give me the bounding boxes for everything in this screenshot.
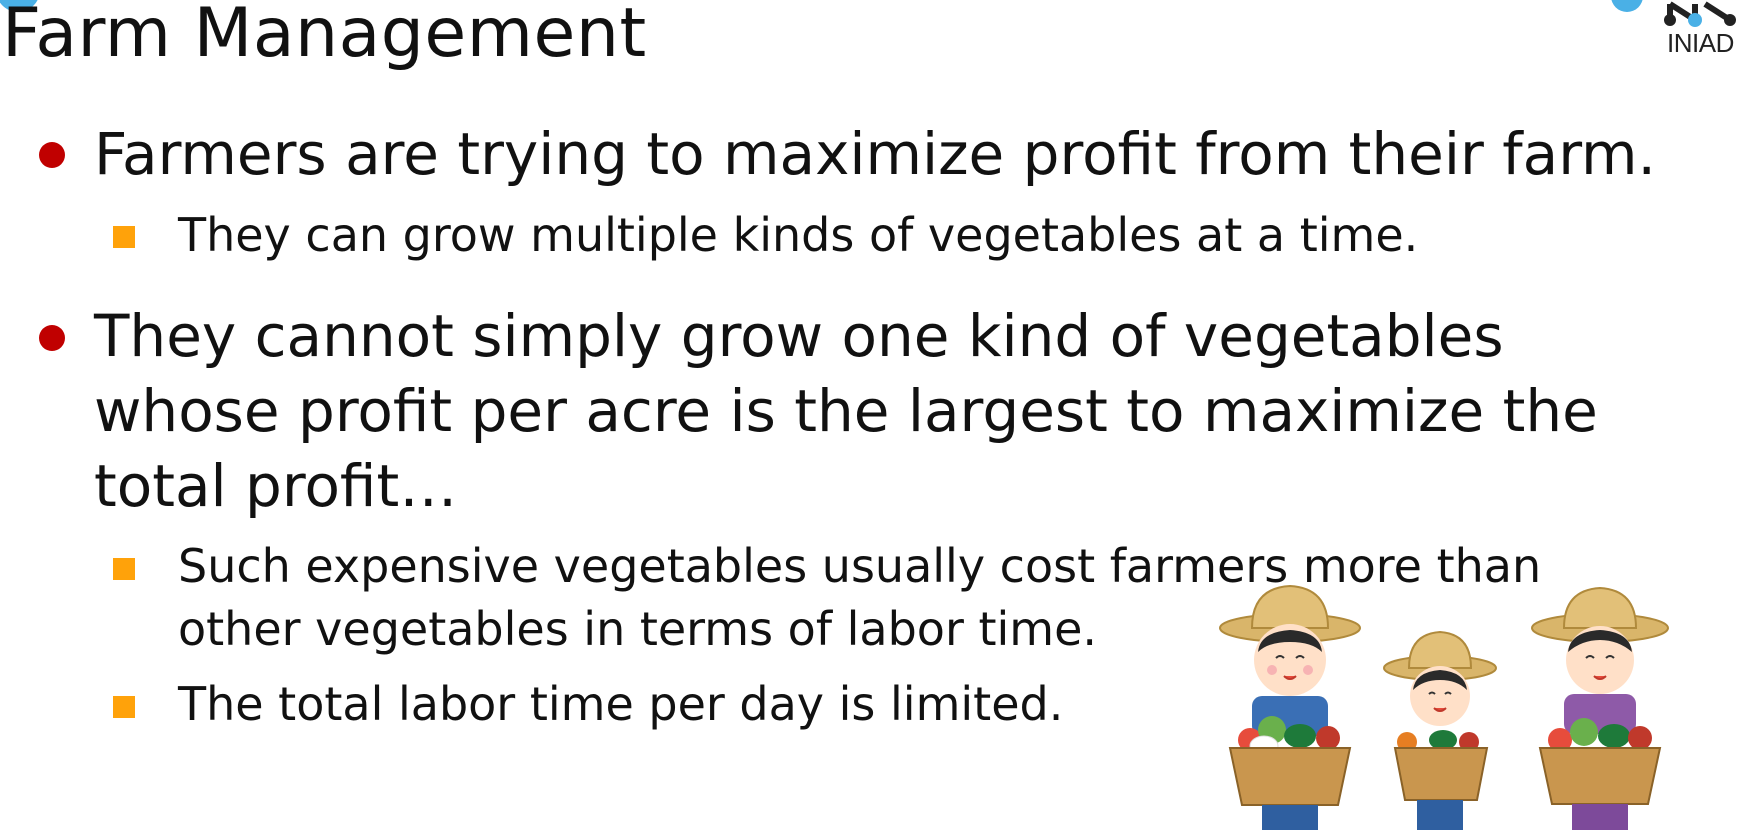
sub-bullet-text-line: The total labor time per day is limited.: [178, 677, 1064, 731]
sub-bullet-text-line: Such expensive vegetables usually cost f…: [178, 539, 1542, 593]
sub-bullet-text: They can grow multiple kinds of vegetabl…: [178, 208, 1419, 262]
bullet-dot: [39, 142, 65, 168]
bullet-text-line: total profit…: [94, 452, 458, 520]
sub-bullet-square: [113, 226, 135, 248]
sub-bullet-square: [113, 696, 135, 718]
logo-text: INIAD: [1667, 28, 1734, 58]
bullet-text-line: whose profit per acre is the largest to …: [94, 377, 1598, 445]
bullet-text-line: They cannot simply grow one kind of vege…: [94, 302, 1504, 370]
farmers-with-vegetable-baskets-icon: [1219, 584, 1669, 830]
iniad-logo-icon: [1611, 0, 1736, 27]
sub-bullet-square: [113, 558, 135, 580]
slide-title: Farm Management: [2, 0, 647, 73]
bullet-text: Farmers are trying to maximize profit fr…: [94, 120, 1656, 188]
bullet-dot: [39, 325, 65, 351]
sub-bullet-text-line: other vegetables in terms of labor time.: [178, 602, 1098, 656]
